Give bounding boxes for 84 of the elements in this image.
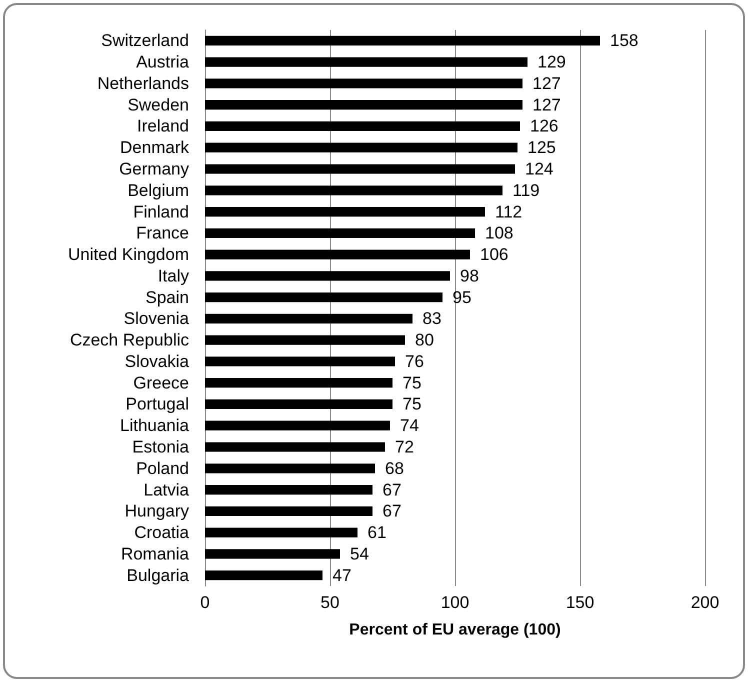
bar xyxy=(205,142,518,152)
bar xyxy=(205,206,485,217)
y-tick-label: Czech Republic xyxy=(70,330,190,350)
bar xyxy=(205,420,390,430)
data-label: 67 xyxy=(382,480,402,500)
x-tick-label: 200 xyxy=(690,593,720,612)
bar xyxy=(205,549,340,559)
y-tick-label: Ireland xyxy=(137,116,189,136)
x-tick-label: 50 xyxy=(320,593,340,612)
data-label: 75 xyxy=(402,373,422,392)
x-tick-label: 0 xyxy=(200,593,210,612)
y-tick-label: Switzerland xyxy=(101,31,189,50)
data-label: 127 xyxy=(532,74,561,93)
bar xyxy=(205,464,375,474)
y-tick-label: Spain xyxy=(146,288,189,307)
y-tick-label: Slovenia xyxy=(124,309,190,328)
bar xyxy=(205,442,385,452)
bar xyxy=(205,100,522,110)
data-label: 129 xyxy=(538,52,566,72)
bar xyxy=(205,506,372,516)
data-label: 98 xyxy=(460,266,479,286)
x-tick-label: 150 xyxy=(566,593,594,612)
data-label: 106 xyxy=(480,245,508,264)
y-tick-label: Estonia xyxy=(132,438,190,456)
bar xyxy=(205,271,450,281)
data-label: 119 xyxy=(512,180,540,200)
bar xyxy=(205,186,502,196)
data-label: 54 xyxy=(350,544,369,564)
bar xyxy=(205,164,515,174)
bar xyxy=(205,378,392,388)
bar xyxy=(205,57,528,67)
bar xyxy=(205,250,470,260)
data-label: 95 xyxy=(452,288,472,307)
bar xyxy=(205,484,372,495)
data-label: 61 xyxy=(368,523,386,542)
data-label: 67 xyxy=(382,502,402,521)
bar xyxy=(205,228,475,238)
x-tick-label: 100 xyxy=(440,593,470,612)
y-tick-label: United Kingdom xyxy=(68,245,189,264)
data-label: 75 xyxy=(402,394,422,414)
data-label: 72 xyxy=(395,438,414,456)
data-label: 126 xyxy=(530,116,558,136)
y-tick-label: Germany xyxy=(119,160,190,178)
y-tick-label: Romania xyxy=(120,544,190,564)
y-tick-label: Croatia xyxy=(134,523,190,542)
data-label: 112 xyxy=(495,202,522,222)
bar xyxy=(205,399,392,410)
data-label: 127 xyxy=(532,95,561,114)
data-label: 76 xyxy=(405,352,424,371)
bar xyxy=(205,314,412,324)
y-tick-label: Netherlands xyxy=(97,74,189,93)
y-tick-label: Greece xyxy=(133,373,189,392)
y-tick-label: Hungary xyxy=(124,502,190,521)
data-label: 68 xyxy=(385,458,404,478)
data-label: 124 xyxy=(525,160,554,178)
y-tick-label: Lithuania xyxy=(120,416,190,436)
bar xyxy=(205,570,322,580)
y-tick-label: Portugal xyxy=(126,394,189,414)
y-tick-label: Poland xyxy=(136,458,189,478)
y-tick-label: Finland xyxy=(133,202,189,222)
bar xyxy=(205,292,442,302)
y-tick-label: Denmark xyxy=(120,138,190,158)
y-tick-label: Austria xyxy=(136,52,190,72)
bar xyxy=(205,356,395,366)
bar xyxy=(205,36,600,46)
data-label: 125 xyxy=(528,138,556,158)
data-label: 108 xyxy=(485,224,514,243)
y-tick-label: Slovakia xyxy=(124,352,190,371)
x-axis-title: Percent of EU average (100) xyxy=(349,622,561,638)
y-tick-label: Bulgaria xyxy=(126,566,190,585)
y-tick-label: Italy xyxy=(158,266,190,286)
data-label: 74 xyxy=(400,416,419,436)
bar xyxy=(205,78,522,88)
bar xyxy=(205,335,405,345)
y-tick-label: Latvia xyxy=(144,480,190,500)
data-label: 47 xyxy=(332,566,352,585)
y-tick-label: France xyxy=(136,224,189,243)
data-label: 80 xyxy=(415,330,434,350)
bar xyxy=(205,121,520,132)
y-tick-label: Belgium xyxy=(128,180,189,200)
bar xyxy=(205,528,358,538)
data-label: 83 xyxy=(422,309,442,328)
y-tick-label: Sweden xyxy=(128,95,189,114)
data-label: 158 xyxy=(610,31,638,50)
